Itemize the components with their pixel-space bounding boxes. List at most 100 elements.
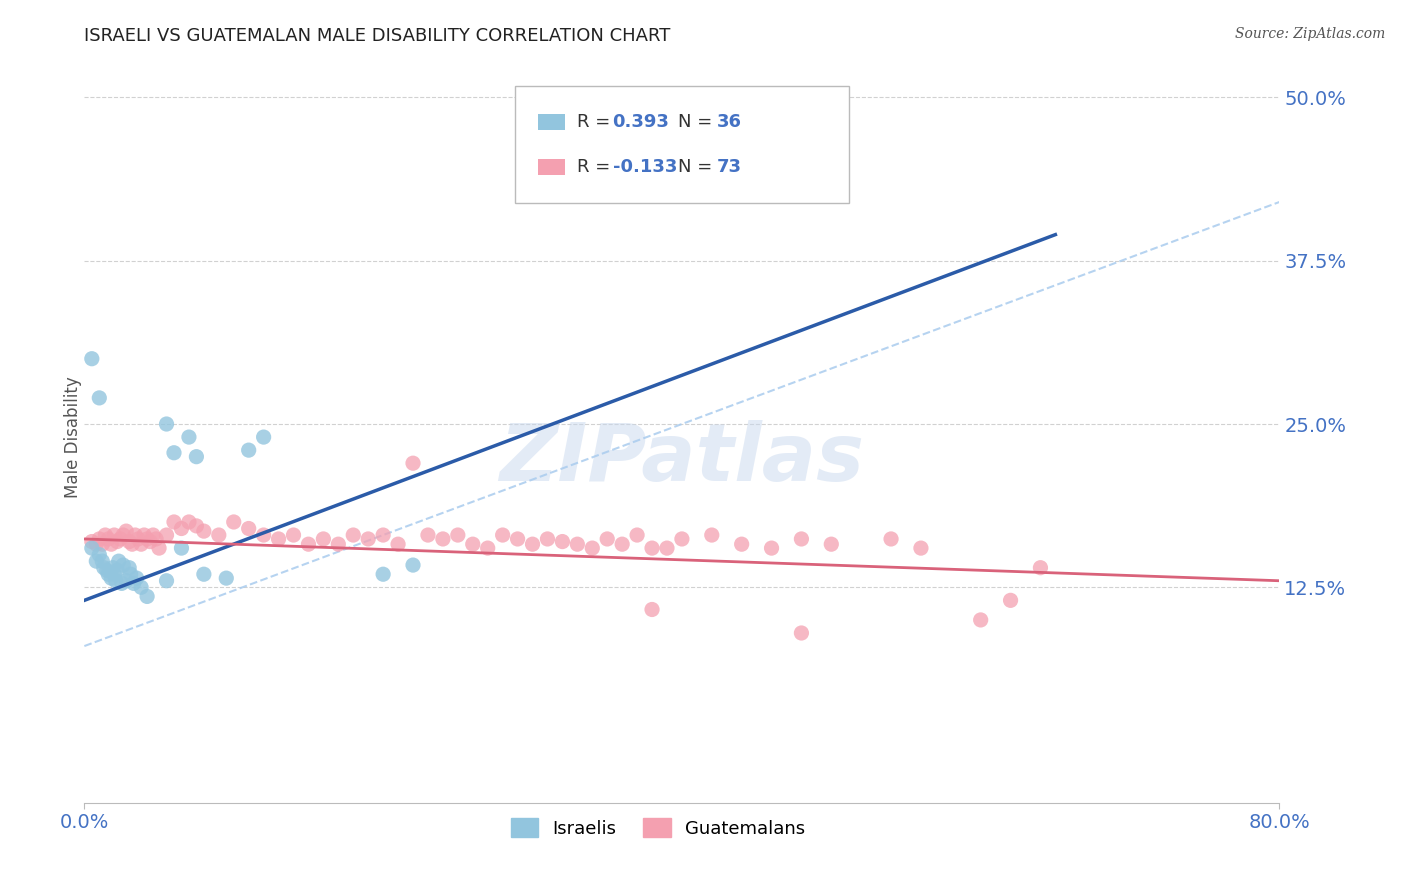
Text: -0.133: -0.133 bbox=[613, 158, 676, 176]
Point bbox=[163, 515, 186, 529]
Point bbox=[193, 524, 215, 538]
Point bbox=[880, 532, 903, 546]
Point bbox=[96, 563, 118, 577]
Point bbox=[118, 560, 141, 574]
Point bbox=[373, 567, 395, 582]
Point bbox=[342, 528, 364, 542]
Point bbox=[136, 590, 159, 604]
Point bbox=[790, 532, 813, 546]
Point bbox=[97, 532, 120, 546]
Point bbox=[641, 541, 664, 555]
Text: ZIPatlas: ZIPatlas bbox=[499, 420, 865, 498]
Point bbox=[120, 567, 142, 582]
Point bbox=[125, 571, 148, 585]
Point bbox=[253, 528, 276, 542]
Point bbox=[790, 626, 813, 640]
Point bbox=[89, 391, 111, 405]
Point bbox=[139, 534, 162, 549]
Point bbox=[93, 560, 115, 574]
Y-axis label: Male Disability: Male Disability bbox=[65, 376, 82, 498]
Point bbox=[612, 537, 634, 551]
Point bbox=[103, 528, 125, 542]
Point bbox=[86, 554, 108, 568]
Point bbox=[447, 528, 470, 542]
Text: 0.393: 0.393 bbox=[613, 113, 669, 131]
Point bbox=[820, 537, 842, 551]
Point bbox=[121, 537, 143, 551]
Point bbox=[551, 534, 574, 549]
Point bbox=[416, 528, 439, 542]
Point bbox=[626, 528, 648, 542]
Point bbox=[671, 532, 693, 546]
Point bbox=[155, 528, 177, 542]
Point bbox=[112, 558, 135, 573]
Point bbox=[104, 574, 127, 588]
Point bbox=[970, 613, 993, 627]
Point bbox=[80, 541, 103, 555]
Point bbox=[105, 563, 128, 577]
Text: R =: R = bbox=[576, 113, 616, 131]
Point bbox=[94, 528, 117, 542]
Point bbox=[145, 532, 167, 546]
Point bbox=[193, 567, 215, 582]
Point bbox=[402, 456, 425, 470]
Text: R =: R = bbox=[576, 158, 616, 176]
Point bbox=[700, 528, 723, 542]
Point bbox=[312, 532, 335, 546]
Point bbox=[655, 541, 678, 555]
Point bbox=[641, 602, 664, 616]
Point bbox=[186, 519, 208, 533]
Point bbox=[731, 537, 754, 551]
Point bbox=[170, 521, 193, 535]
Point bbox=[581, 541, 603, 555]
Point bbox=[107, 554, 129, 568]
Point bbox=[208, 528, 231, 542]
Point bbox=[105, 534, 128, 549]
Point bbox=[177, 515, 200, 529]
Point bbox=[373, 528, 395, 542]
Point bbox=[387, 537, 409, 551]
Point bbox=[283, 528, 305, 542]
Point bbox=[91, 554, 114, 568]
Point bbox=[115, 574, 138, 588]
Point bbox=[238, 443, 260, 458]
Point bbox=[461, 537, 484, 551]
Point bbox=[432, 532, 454, 546]
FancyBboxPatch shape bbox=[515, 86, 849, 203]
Point bbox=[118, 534, 141, 549]
Point bbox=[536, 532, 558, 546]
Text: N =: N = bbox=[678, 158, 718, 176]
Point bbox=[297, 537, 319, 551]
Point bbox=[186, 450, 208, 464]
Point bbox=[86, 537, 108, 551]
Point bbox=[111, 576, 134, 591]
Point bbox=[127, 532, 149, 546]
Point bbox=[506, 532, 529, 546]
Point bbox=[148, 541, 170, 555]
Point bbox=[129, 580, 152, 594]
Point bbox=[170, 541, 193, 555]
Point bbox=[328, 537, 350, 551]
Text: ISRAELI VS GUATEMALAN MALE DISABILITY CORRELATION CHART: ISRAELI VS GUATEMALAN MALE DISABILITY CO… bbox=[84, 27, 671, 45]
Point bbox=[115, 524, 138, 538]
Text: 73: 73 bbox=[717, 158, 741, 176]
Text: 36: 36 bbox=[717, 113, 741, 131]
Point bbox=[155, 574, 177, 588]
Point bbox=[110, 532, 132, 546]
Point bbox=[91, 537, 114, 551]
Point bbox=[89, 532, 111, 546]
Bar bbox=[538, 159, 565, 175]
Point bbox=[89, 548, 111, 562]
Point bbox=[163, 446, 186, 460]
Point bbox=[177, 430, 200, 444]
Point bbox=[101, 560, 124, 574]
Point bbox=[97, 567, 120, 582]
Text: Source: ZipAtlas.com: Source: ZipAtlas.com bbox=[1234, 27, 1385, 41]
Point bbox=[122, 576, 145, 591]
Point bbox=[112, 528, 135, 542]
Point bbox=[761, 541, 783, 555]
Point bbox=[215, 571, 238, 585]
Legend: Israelis, Guatemalans: Israelis, Guatemalans bbox=[503, 811, 813, 845]
Point bbox=[1029, 560, 1052, 574]
Point bbox=[522, 537, 544, 551]
